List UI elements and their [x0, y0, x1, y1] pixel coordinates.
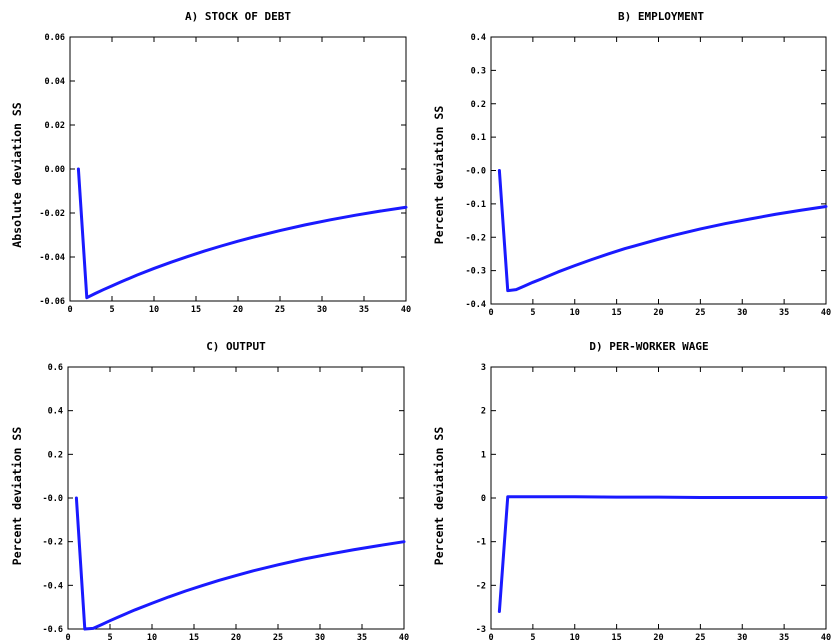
plot-frame [67, 366, 405, 630]
y-tick-label: 0.4 [48, 407, 63, 417]
y-tick-label: -0.0 [466, 167, 486, 177]
x-tick-label: 25 [273, 633, 283, 643]
x-tick-label: 30 [317, 305, 327, 315]
x-tick-label: 0 [67, 305, 72, 315]
panel-title: A) STOCK OF DEBT [185, 10, 291, 23]
x-tick-label: 35 [779, 633, 789, 643]
y-tick-label: -0.2 [466, 233, 486, 243]
x-tick-label: 0 [488, 308, 493, 318]
x-tick-label: 10 [570, 308, 580, 318]
x-tick-label: 20 [653, 308, 663, 318]
y-tick-label: -0.06 [39, 297, 65, 307]
x-tick-label: 5 [109, 305, 114, 315]
panel-per-worker-wage: D) PER-WORKER WAGE Percent deviation SS … [432, 340, 831, 643]
x-tick-label: 35 [357, 633, 367, 643]
y-tick-label: -0.4 [466, 300, 486, 310]
y-tick-label: -0.04 [39, 253, 65, 263]
y-tick-label: 0.6 [48, 363, 63, 373]
y-tick-label: 0.2 [471, 100, 486, 110]
y-tick-label: -0.6 [43, 625, 63, 635]
x-tick-label: 15 [191, 305, 201, 315]
x-tick-label: 40 [401, 305, 411, 315]
y-tick-label: 0.06 [45, 33, 65, 43]
series-line [497, 169, 828, 293]
x-tick-label: 40 [821, 308, 831, 318]
x-tick-label: 20 [653, 633, 663, 643]
y-axis-label: Percent deviation SS [432, 106, 446, 245]
x-tick-label: 35 [359, 305, 369, 315]
x-tick-label: 20 [233, 305, 243, 315]
y-tick-label: -0.2 [43, 538, 63, 548]
panel-stock-of-debt: A) STOCK OF DEBT Absolute deviation SS 0… [10, 10, 411, 315]
y-axis-label: Percent deviation SS [10, 427, 24, 566]
x-tick-label: 35 [779, 308, 789, 318]
x-tick-label: 5 [530, 633, 535, 643]
panel-employment: B) EMPLOYMENT Percent deviation SS 0 5 10 1… [432, 10, 831, 318]
x-tick-label: 10 [570, 633, 580, 643]
y-tick-label: -0.3 [466, 267, 486, 277]
y-tick-label: -0.0 [43, 494, 63, 504]
panel-output: C) OUTPUT Percent deviation SS 0 5 10 15 20 2… [10, 340, 409, 643]
x-tick-label: 15 [189, 633, 199, 643]
x-tick-label: 15 [612, 308, 622, 318]
x-tick-label: 5 [107, 633, 112, 643]
x-tick-label: 10 [147, 633, 157, 643]
panel-title: B) EMPLOYMENT [618, 10, 704, 23]
x-tick-label: 40 [821, 633, 831, 643]
x-tick-label: 15 [612, 633, 622, 643]
y-axis-label: Absolute deviation SS [10, 102, 24, 247]
panel-title: D) PER-WORKER WAGE [589, 340, 708, 353]
y-tick-label: 0.2 [48, 450, 63, 460]
y-tick-label: 0.3 [471, 66, 486, 76]
x-tick-label: 25 [275, 305, 285, 315]
x-tick-label: 30 [737, 633, 747, 643]
y-tick-label: 0.00 [45, 165, 65, 175]
series-line [497, 495, 828, 614]
y-tick-label: 0.04 [45, 77, 65, 87]
x-tick-label: 0 [488, 633, 493, 643]
x-tick-label: 30 [315, 633, 325, 643]
y-tick-label: 2 [481, 407, 486, 417]
y-tick-label: -0.4 [43, 581, 63, 591]
x-tick-label: 20 [231, 633, 241, 643]
y-tick-label: -2 [476, 581, 486, 591]
x-tick-label: 25 [695, 633, 705, 643]
y-axis-label: Percent deviation SS [432, 427, 446, 566]
y-tick-label: 0.02 [45, 121, 65, 131]
x-tick-label: 5 [530, 308, 535, 318]
panel-title: C) OUTPUT [206, 340, 266, 353]
y-tick-label: 0.1 [471, 133, 486, 143]
series-line [74, 496, 406, 631]
y-tick-label: -0.02 [39, 209, 65, 219]
y-tick-label: 0 [481, 494, 486, 504]
x-tick-label: 0 [65, 633, 70, 643]
y-tick-label: -3 [476, 625, 486, 635]
x-tick-label: 25 [695, 308, 705, 318]
x-tick-label: 40 [399, 633, 409, 643]
y-tick-label: -0.1 [466, 200, 486, 210]
y-tick-label: -1 [476, 538, 486, 548]
y-tick-label: 0.4 [471, 33, 486, 43]
plot-frame [69, 36, 407, 302]
x-tick-label: 10 [149, 305, 159, 315]
x-tick-label: 30 [737, 308, 747, 318]
y-tick-label: 3 [481, 363, 486, 373]
y-tick-label: 1 [481, 450, 486, 460]
series-line [76, 167, 408, 300]
plot-frame [490, 36, 827, 305]
